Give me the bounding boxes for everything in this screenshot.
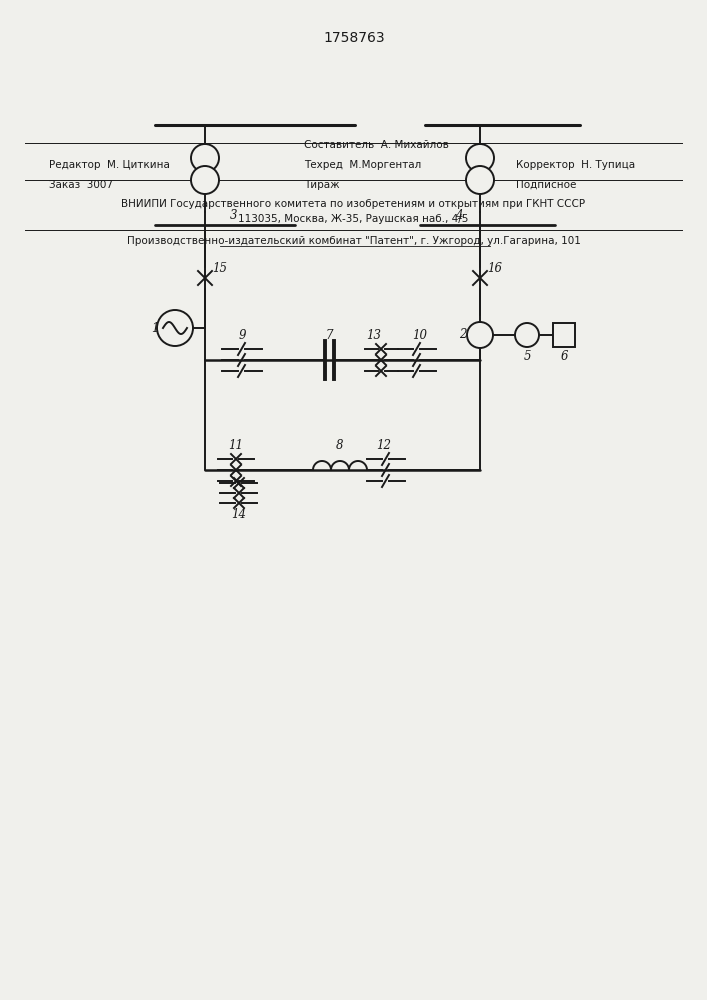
Circle shape <box>466 166 494 194</box>
Bar <box>553 323 575 347</box>
Text: 1758763: 1758763 <box>323 31 385 45</box>
Text: Тираж: Тираж <box>304 180 339 190</box>
Text: Производственно-издательский комбинат "Патент", г. Ужгород, ул.Гагарина, 101: Производственно-издательский комбинат "П… <box>127 236 580 246</box>
Text: 6: 6 <box>560 350 568 363</box>
Text: 12: 12 <box>377 439 392 452</box>
Text: Техред  М.Моргентал: Техред М.Моргентал <box>304 160 421 170</box>
Text: 14: 14 <box>231 508 247 521</box>
Text: 15: 15 <box>212 262 227 275</box>
Circle shape <box>466 144 494 172</box>
Text: 5: 5 <box>523 350 531 363</box>
Text: 13: 13 <box>366 329 382 342</box>
Circle shape <box>515 323 539 347</box>
Text: 16: 16 <box>487 262 502 275</box>
Text: 7: 7 <box>325 329 333 342</box>
Text: 8: 8 <box>337 439 344 452</box>
Text: ВНИИПИ Государственного комитета по изобретениям и открытиям при ГКНТ СССР: ВНИИПИ Государственного комитета по изоб… <box>122 199 585 209</box>
Text: 11: 11 <box>228 439 243 452</box>
Text: 4: 4 <box>455 209 462 222</box>
Text: 1: 1 <box>151 322 159 334</box>
Circle shape <box>191 144 219 172</box>
Text: Подписное: Подписное <box>516 180 576 190</box>
Text: Редактор  М. Циткина: Редактор М. Циткина <box>49 160 170 170</box>
Circle shape <box>191 166 219 194</box>
Text: 10: 10 <box>412 329 427 342</box>
Text: 9: 9 <box>238 329 246 342</box>
Text: 113035, Москва, Ж-35, Раушская наб., 4/5: 113035, Москва, Ж-35, Раушская наб., 4/5 <box>238 214 469 224</box>
Text: 3: 3 <box>230 209 238 222</box>
Text: Составитель  А. Михайлов: Составитель А. Михайлов <box>304 140 449 150</box>
Circle shape <box>467 322 493 348</box>
Circle shape <box>157 310 193 346</box>
Text: 2: 2 <box>460 328 467 342</box>
Text: Корректор  Н. Тупица: Корректор Н. Тупица <box>516 160 635 170</box>
Text: Заказ  3007: Заказ 3007 <box>49 180 114 190</box>
